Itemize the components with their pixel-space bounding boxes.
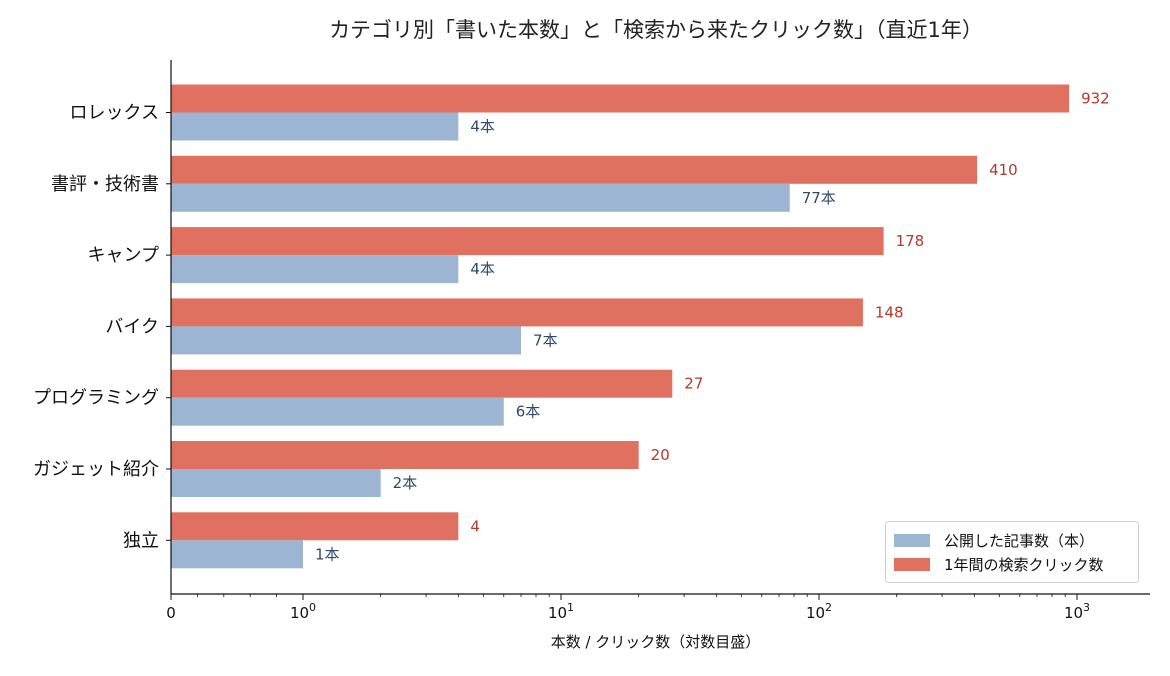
bar-clicks (171, 84, 1070, 113)
x-axis-label: 本数 / クリック数（対数目盛） (551, 633, 761, 651)
bar-label-articles: 1本 (315, 545, 340, 563)
bar-articles (171, 255, 459, 284)
bar-clicks (171, 298, 863, 327)
category-label: プログラミング (33, 388, 159, 409)
category-label: 書評・技術書 (51, 174, 159, 195)
x-tick-label: 0 (166, 604, 176, 622)
bar-articles (171, 469, 381, 497)
bar-label-articles: 4本 (470, 118, 495, 136)
legend-item-articles: 公開した記事数（本） (894, 528, 1130, 552)
bar-articles (171, 112, 459, 141)
bar-label-clicks: 932 (1081, 90, 1110, 108)
bar-articles (171, 326, 522, 355)
x-tick-label: 101 (548, 601, 574, 622)
category-label: バイク (105, 316, 159, 337)
bar-label-articles: 4本 (470, 260, 495, 278)
x-tick-label: 102 (806, 601, 832, 622)
legend-swatch-clicks (894, 557, 930, 571)
bar-label-clicks: 410 (989, 161, 1018, 179)
bar-clicks (171, 512, 459, 541)
category-label: キャンプ (88, 245, 159, 266)
bar-label-articles: 6本 (516, 403, 541, 421)
bar-articles (171, 397, 504, 426)
bar-label-articles: 2本 (393, 474, 418, 492)
bar-clicks (171, 155, 978, 184)
legend-label-clicks: 1年間の検索クリック数 (944, 555, 1104, 574)
bar-label-clicks: 4 (470, 517, 480, 535)
bar-label-articles: 7本 (533, 331, 558, 349)
chart-legend: 公開した記事数（本） 1年間の検索クリック数 (885, 521, 1139, 583)
legend-swatch-articles (894, 533, 930, 547)
legend-item-clicks: 1年間の検索クリック数 (894, 552, 1130, 576)
bar-label-clicks: 27 (684, 375, 703, 393)
bar-clicks (171, 441, 639, 469)
bar-articles (171, 183, 790, 212)
x-tick-label: 103 (1064, 601, 1090, 622)
bar-label-clicks: 178 (896, 232, 925, 250)
legend-label-articles: 公開した記事数（本） (944, 531, 1095, 550)
x-tick-label: 100 (290, 601, 316, 622)
bar-articles (171, 540, 303, 569)
bar-label-clicks: 20 (651, 446, 670, 464)
category-label: 独立 (123, 530, 159, 551)
category-label: ガジェット紹介 (33, 459, 159, 480)
bar-label-clicks: 148 (875, 303, 904, 321)
bar-clicks (171, 227, 884, 256)
bar-clicks (171, 369, 673, 398)
category-label: ロレックス (70, 103, 159, 124)
chart-title: カテゴリ別「書いた本数」と「検索から来たクリック数」（直近1年） (329, 18, 983, 42)
bar-label-articles: 77本 (802, 189, 836, 207)
